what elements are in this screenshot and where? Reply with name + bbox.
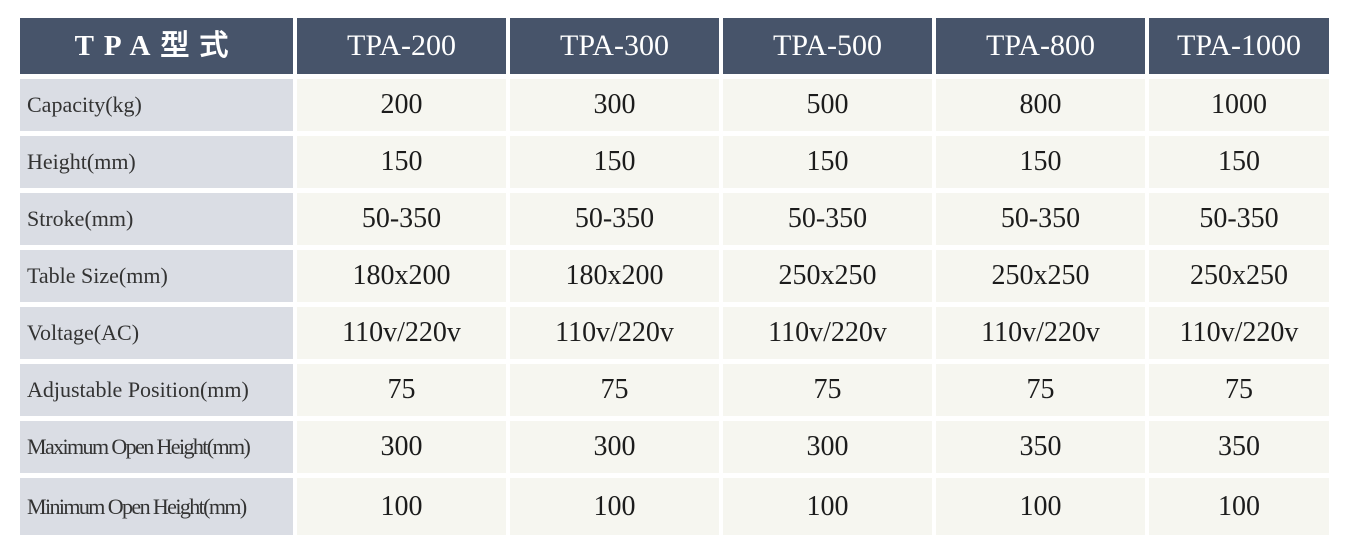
table-cell: 200: [297, 79, 510, 136]
table-cell: 50-350: [510, 193, 723, 250]
model-header: TPA-800: [936, 18, 1149, 79]
table-cell: 100: [936, 478, 1149, 535]
table-cell: 250x250: [936, 250, 1149, 307]
table-cell: 50-350: [723, 193, 936, 250]
table-row: Minimum Open Height(mm) 100 100 100 100 …: [20, 478, 1329, 535]
table-cell: 300: [297, 421, 510, 478]
table-row: Stroke(mm) 50-350 50-350 50-350 50-350 5…: [20, 193, 1329, 250]
row-label: Stroke(mm): [20, 193, 297, 250]
header-label: TPA型式: [20, 18, 297, 79]
table-row: Adjustable Position(mm) 75 75 75 75 75: [20, 364, 1329, 421]
row-label: Capacity(kg): [20, 79, 297, 136]
table-cell: 300: [510, 79, 723, 136]
table-row: Maximum Open Height(mm) 300 300 300 350 …: [20, 421, 1329, 478]
table-cell: 150: [1149, 136, 1329, 193]
table-cell: 110v/220v: [510, 307, 723, 364]
table-cell: 75: [1149, 364, 1329, 421]
table-cell: 100: [297, 478, 510, 535]
model-header: TPA-200: [297, 18, 510, 79]
table-cell: 250x250: [1149, 250, 1329, 307]
table-cell: 50-350: [936, 193, 1149, 250]
spec-table: TPA型式 TPA-200 TPA-300 TPA-500 TPA-800 TP…: [20, 18, 1329, 535]
table-cell: 150: [936, 136, 1149, 193]
model-header: TPA-500: [723, 18, 936, 79]
table-cell: 180x200: [510, 250, 723, 307]
row-label: Maximum Open Height(mm): [20, 421, 297, 478]
table-row: Height(mm) 150 150 150 150 150: [20, 136, 1329, 193]
table-cell: 150: [723, 136, 936, 193]
table-cell: 50-350: [1149, 193, 1329, 250]
table-cell: 110v/220v: [1149, 307, 1329, 364]
table-cell: 75: [510, 364, 723, 421]
table-cell: 350: [936, 421, 1149, 478]
row-label: Adjustable Position(mm): [20, 364, 297, 421]
table-cell: 110v/220v: [936, 307, 1149, 364]
table-row: Capacity(kg) 200 300 500 800 1000: [20, 79, 1329, 136]
row-label: Voltage(AC): [20, 307, 297, 364]
table-cell: 250x250: [723, 250, 936, 307]
table-cell: 75: [936, 364, 1149, 421]
table-cell: 180x200: [297, 250, 510, 307]
table-row: Voltage(AC) 110v/220v 110v/220v 110v/220…: [20, 307, 1329, 364]
table-row: Table Size(mm) 180x200 180x200 250x250 2…: [20, 250, 1329, 307]
header-row: TPA型式 TPA-200 TPA-300 TPA-500 TPA-800 TP…: [20, 18, 1329, 79]
table-cell: 500: [723, 79, 936, 136]
table-cell: 150: [510, 136, 723, 193]
table-cell: 110v/220v: [297, 307, 510, 364]
table-cell: 100: [1149, 478, 1329, 535]
table-cell: 350: [1149, 421, 1329, 478]
row-label: Minimum Open Height(mm): [20, 478, 297, 535]
table-cell: 300: [510, 421, 723, 478]
table-cell: 1000: [1149, 79, 1329, 136]
model-header: TPA-1000: [1149, 18, 1329, 79]
table-cell: 75: [723, 364, 936, 421]
table-cell: 75: [297, 364, 510, 421]
table-cell: 800: [936, 79, 1149, 136]
model-header: TPA-300: [510, 18, 723, 79]
table-cell: 50-350: [297, 193, 510, 250]
table-cell: 100: [723, 478, 936, 535]
row-label: Table Size(mm): [20, 250, 297, 307]
table-cell: 300: [723, 421, 936, 478]
table-cell: 110v/220v: [723, 307, 936, 364]
table-cell: 100: [510, 478, 723, 535]
row-label: Height(mm): [20, 136, 297, 193]
table-cell: 150: [297, 136, 510, 193]
